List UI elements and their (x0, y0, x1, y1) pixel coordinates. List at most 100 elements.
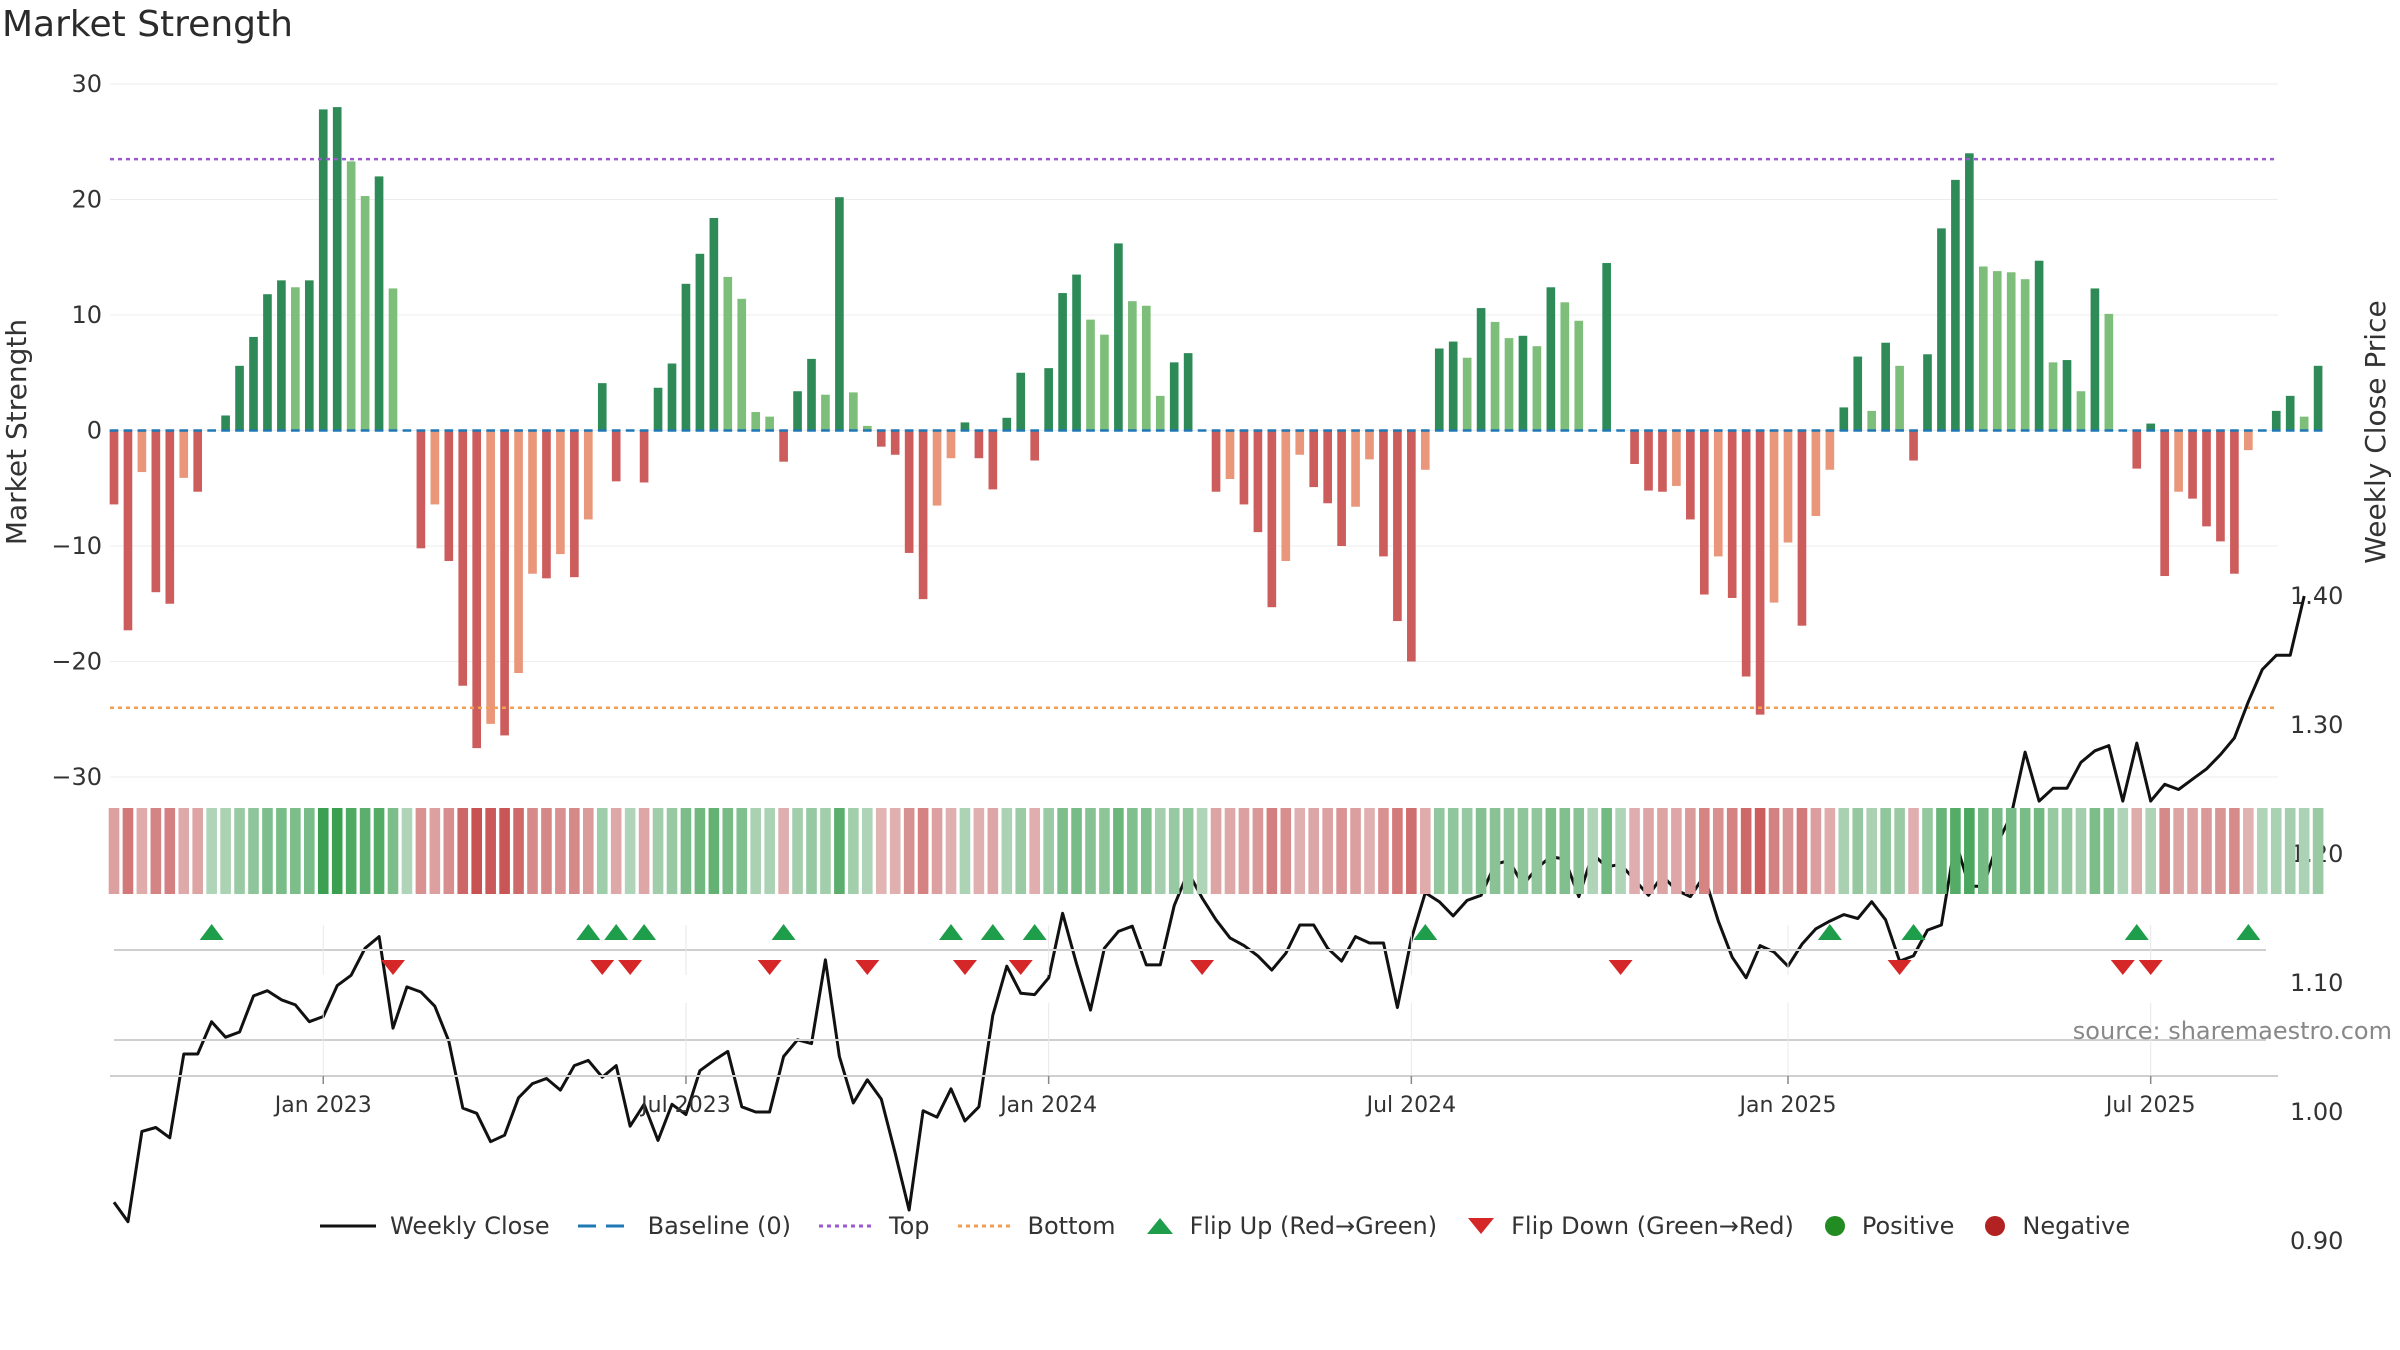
heatmap-cell (1322, 808, 1333, 894)
strength-bar (751, 412, 761, 431)
heatmap-cell (555, 808, 566, 894)
heatmap-cell (206, 808, 217, 894)
strength-bar (2244, 430, 2253, 451)
strength-bar (1992, 271, 2002, 431)
heatmap-cell (1991, 808, 2003, 894)
flip-down-marker (952, 960, 977, 975)
flip-up-marker (2124, 924, 2149, 940)
heatmap-cell (1685, 808, 1696, 894)
legend-bottom: Bottom (956, 1212, 1116, 1240)
strength-bar (1351, 430, 1360, 507)
heatmap-cell (1350, 808, 1361, 894)
heatmap-cell (248, 808, 259, 894)
strength-bar (1155, 395, 1165, 431)
heatmap-cell (2298, 808, 2310, 894)
legend-label: Bottom (1027, 1212, 1116, 1240)
strength-bar (904, 430, 914, 553)
heatmap-cell (1922, 808, 1933, 894)
heatmap-cell (861, 808, 873, 894)
heatmap-cell (1475, 808, 1487, 894)
heatmap-cell (1629, 808, 1640, 894)
strength-bar (542, 430, 551, 579)
heatmap-cell (1238, 808, 1250, 894)
strength-bar (737, 298, 747, 431)
strength-bar (318, 109, 328, 431)
strength-bar (2313, 365, 2323, 431)
strength-bar (1295, 430, 1305, 455)
flip-down-marker (757, 960, 782, 975)
heatmap-cell (1140, 808, 1152, 894)
y-axis-label: Market Strength (0, 319, 33, 545)
flip-down-marker (1190, 960, 1215, 975)
heatmap-cell (2005, 808, 2017, 894)
heatmap-cell (1294, 808, 1306, 894)
strength-bar (1337, 430, 1346, 546)
strength-bar (1644, 430, 1653, 491)
strength-bar (1839, 407, 1849, 431)
red-dot-icon (1985, 1216, 2006, 1236)
flip-up-marker (771, 924, 796, 940)
strength-bar (1867, 410, 1877, 431)
strength-bar (2104, 313, 2114, 431)
heatmap-cell (345, 808, 357, 894)
heatmap-cell (778, 808, 789, 894)
x-tick-label: Jan 2025 (1738, 1093, 1837, 1118)
x-tick-label: Jul 2023 (639, 1093, 731, 1118)
strength-bar (918, 430, 928, 600)
heatmap-cell (2243, 808, 2254, 894)
legend-label: Positive (1861, 1212, 1955, 1240)
strength-bar (876, 430, 886, 447)
strength-bar (1476, 308, 1486, 431)
heatmap-cell (1880, 808, 1891, 894)
heatmap-cell (638, 808, 650, 894)
heatmap-cell (1643, 808, 1654, 894)
heatmap-cell (1796, 808, 1808, 894)
heatmap-cell (1810, 808, 1822, 894)
heatmap-cell (2215, 808, 2226, 894)
y-tick-label: 0 (87, 417, 102, 445)
flip-down-marker (618, 960, 643, 975)
heatmap-cell (415, 808, 427, 894)
heatmap-cell (2201, 808, 2212, 894)
x-tick-label: Jul 2025 (2104, 1093, 2196, 1118)
heatmap-cell (624, 808, 636, 894)
strength-bar (639, 430, 649, 483)
heatmap-cell (2159, 808, 2170, 894)
strength-bar (2076, 391, 2086, 431)
heatmap-cell (1712, 808, 1724, 894)
strength-bar (1727, 430, 1737, 598)
flip-up-marker (2236, 924, 2261, 940)
strength-bar (1225, 430, 1235, 480)
heatmap-cell (303, 808, 315, 894)
legend-flip-down: Flip Down (Green→Red) (1463, 1212, 1794, 1240)
flip-down-marker (2110, 960, 2135, 975)
strength-bar (960, 422, 970, 431)
strength-bar (221, 415, 230, 431)
strength-bar (165, 430, 175, 604)
heatmap-cell (1657, 808, 1668, 894)
heatmap-cell (1168, 808, 1180, 894)
strength-bar (1923, 354, 1932, 431)
heatmap-cell (834, 808, 845, 894)
flip-up-marker (939, 924, 963, 940)
strength-bar (2006, 272, 2016, 431)
legend-dash-icon (577, 1224, 634, 1228)
strength-bar (193, 430, 203, 492)
heatmap-cell (596, 808, 608, 894)
heatmap-cell (1908, 808, 1919, 894)
strength-bar (1267, 430, 1277, 608)
heatmap-cell (1001, 808, 1013, 894)
strength-bar (2090, 288, 2100, 431)
heatmap-cell (875, 808, 887, 894)
strength-bar (681, 283, 691, 431)
strength-bar (988, 430, 998, 490)
green-dot-icon (1824, 1216, 1845, 1236)
y2-axis-label: Weekly Close Price (2359, 300, 2392, 563)
strength-bar (263, 294, 272, 431)
heatmap-cell (136, 808, 148, 894)
heatmap-cell (680, 808, 692, 894)
strength-bar (249, 336, 258, 431)
legend: Weekly Close Baseline (0) Top Bottom Fli… (318, 1206, 2156, 1246)
strength-bar (2202, 430, 2211, 527)
strength-bar (1741, 430, 1751, 677)
